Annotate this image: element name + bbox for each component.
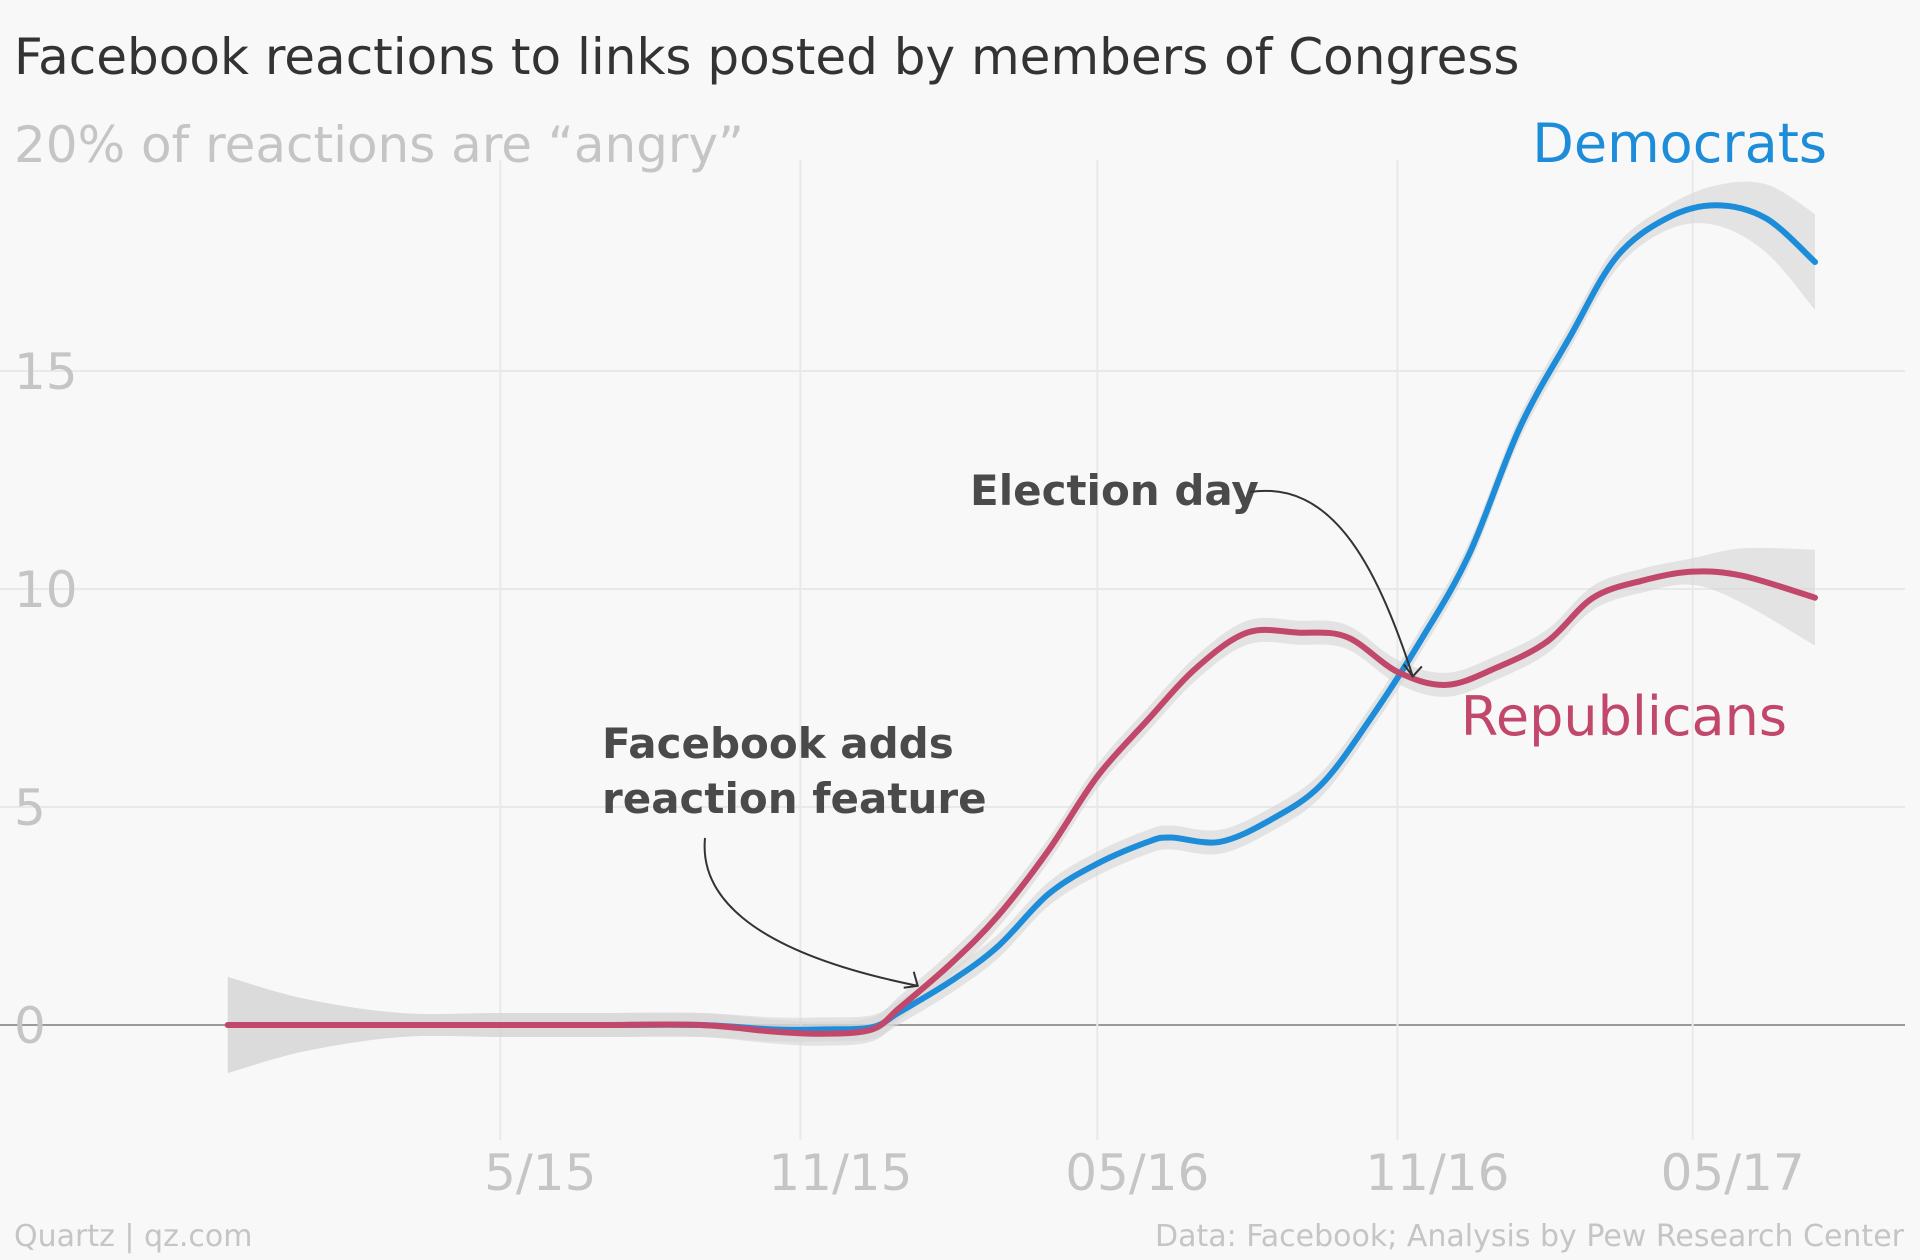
annotation-arrow-election	[1249, 489, 1414, 677]
annotation-reaction-feature-line: Facebook adds	[602, 719, 954, 768]
annotations: Facebook adds reaction feature Election da…	[602, 466, 1423, 989]
x-tick-label: 11/16	[1365, 1144, 1509, 1202]
confidence-bands	[227, 181, 1815, 1074]
y-tick-label: 15	[14, 343, 78, 401]
annotation-arrowhead-reaction	[903, 971, 919, 989]
y-tick-label: 5	[14, 779, 46, 837]
x-tick-label: 05/16	[1065, 1144, 1209, 1202]
x-tick-label: 11/15	[768, 1144, 912, 1202]
legend-label-democrats: Democrats	[1532, 112, 1827, 175]
y-tick-label: 10	[14, 561, 78, 619]
chart-title: Facebook reactions to links posted by me…	[14, 28, 1519, 86]
annotation-reaction-feature: Facebook adds reaction feature	[602, 719, 987, 823]
chart-subtitle: 20% of reactions are “angry”	[14, 116, 744, 174]
legend-label-republicans: Republicans	[1461, 685, 1787, 748]
footer-source-left: Quartz | qz.com	[14, 1219, 252, 1254]
annotation-election-day: Election day	[970, 466, 1259, 515]
x-tick-label: 5/15	[484, 1144, 596, 1202]
band-democrats	[227, 181, 1815, 1074]
y-tick-label: 0	[14, 997, 46, 1055]
x-tick-label: 05/17	[1661, 1144, 1805, 1202]
footer-source-right: Data: Facebook; Analysis by Pew Research…	[1155, 1219, 1905, 1254]
annotation-arrow-reaction	[703, 837, 918, 987]
gridlines	[0, 160, 1905, 1140]
annotation-arrowhead-election	[1403, 663, 1423, 678]
line-republicans	[224, 568, 1818, 1037]
annotation-reaction-feature-line: reaction feature	[602, 774, 987, 823]
band-republicans	[227, 547, 1815, 1073]
series-lines	[224, 202, 1818, 1037]
axis-labels: 0 5 10 15 5/15 11/15 05/16 11/16 05/17 Democrats R…	[14, 112, 1827, 1202]
